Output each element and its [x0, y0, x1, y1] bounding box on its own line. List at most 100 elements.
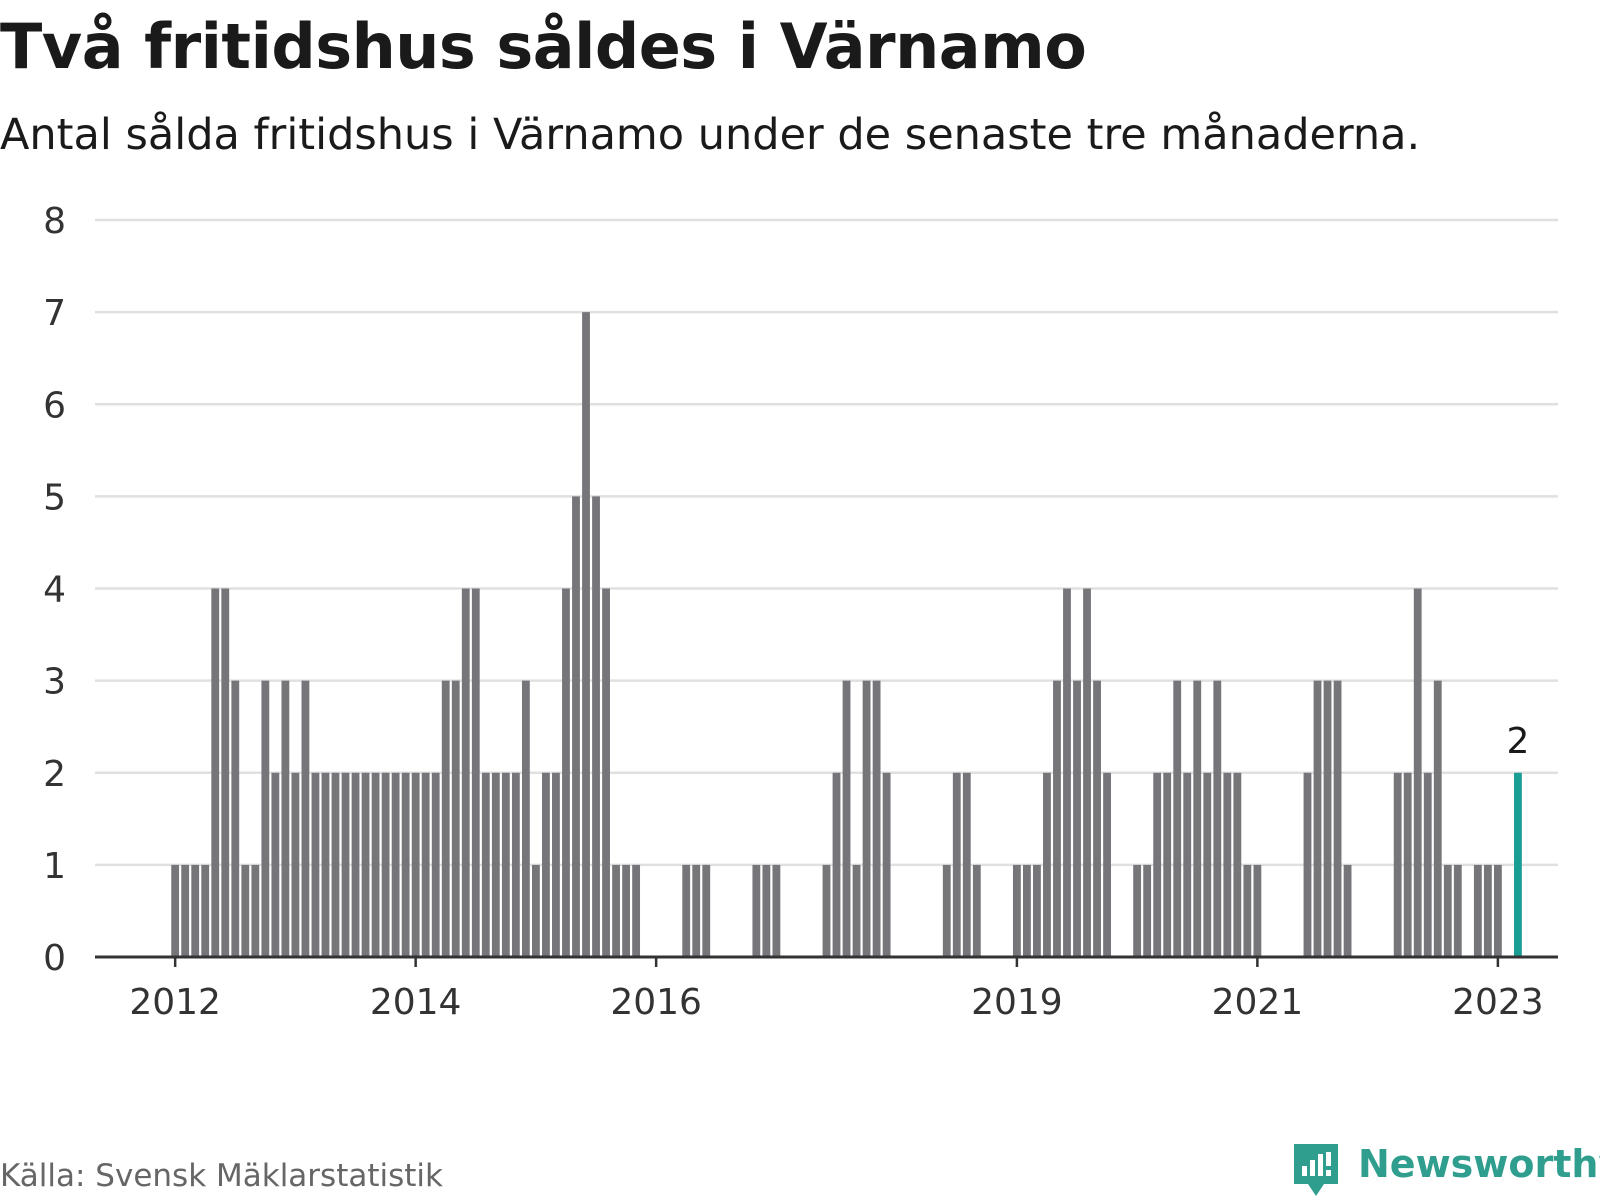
- y-tick-label: 3: [43, 662, 66, 703]
- bar: [612, 864, 620, 958]
- bar: [592, 496, 600, 958]
- bar: [1403, 772, 1412, 957]
- x-tick-label: 2021: [1212, 982, 1304, 1023]
- bar: [1313, 680, 1322, 958]
- x-axis-ticks: 2012 2014 2016 2019 2021 2023: [129, 957, 1544, 1023]
- bar: [481, 772, 490, 957]
- bar: [411, 772, 420, 957]
- bar: [291, 772, 300, 957]
- bar: [562, 588, 570, 957]
- bar: [1043, 772, 1051, 957]
- chart-subtitle: Antal sålda fritidshus i Värnamo under d…: [0, 110, 1421, 160]
- bar: [822, 864, 831, 958]
- newsworthy-logo-icon: [1294, 1144, 1338, 1196]
- bar: [1453, 864, 1462, 958]
- bar: [882, 772, 891, 957]
- bar: [381, 772, 390, 957]
- bar: [1133, 864, 1142, 958]
- bar-chart: 0 1 2 3 4 5 6 7 8 2012 2014 2016 2019 2021 2023 2: [43, 201, 1558, 1023]
- bar: [431, 772, 440, 957]
- bar: [321, 772, 330, 957]
- bar: [1433, 680, 1442, 958]
- bar: [1083, 588, 1091, 957]
- bar: [1223, 772, 1232, 957]
- bar: [1213, 680, 1222, 958]
- bar: [1393, 772, 1402, 957]
- bar: [361, 772, 370, 957]
- bar: [1073, 680, 1081, 958]
- bar: [1473, 864, 1482, 958]
- bar: [972, 864, 981, 958]
- x-tick-label: 2019: [971, 982, 1063, 1023]
- bar: [842, 680, 851, 958]
- bar: [1012, 864, 1021, 958]
- highlight-bar: [1514, 772, 1522, 957]
- bar: [1203, 772, 1212, 957]
- bar: [572, 496, 580, 958]
- bar: [1093, 680, 1101, 958]
- y-tick-label: 6: [43, 385, 66, 426]
- y-tick-label: 8: [43, 201, 66, 242]
- bar: [1243, 864, 1252, 958]
- x-tick-label: 2023: [1452, 982, 1544, 1023]
- bar: [582, 312, 590, 958]
- bar: [1063, 588, 1071, 957]
- bar: [682, 864, 691, 958]
- bar: [311, 772, 320, 957]
- bar: [251, 864, 260, 958]
- bar: [181, 864, 190, 958]
- x-tick-label: 2016: [610, 982, 702, 1023]
- y-tick-label: 7: [43, 293, 66, 334]
- bar: [1163, 772, 1172, 957]
- highlight-value-label: 2: [1506, 721, 1529, 762]
- bar: [1253, 864, 1262, 958]
- bar: [602, 588, 610, 957]
- bar: [832, 772, 841, 957]
- annotations: 2: [1506, 721, 1529, 762]
- bar: [231, 680, 240, 958]
- bar: [171, 864, 180, 958]
- bar: [1053, 680, 1061, 958]
- bar: [1103, 772, 1111, 957]
- bar: [501, 772, 510, 957]
- bar: [1343, 864, 1352, 958]
- bar: [1173, 680, 1182, 958]
- y-tick-label: 4: [43, 570, 66, 611]
- bar: [862, 680, 871, 958]
- bars: [171, 312, 1522, 958]
- bar: [942, 864, 951, 958]
- bar: [702, 864, 711, 958]
- bar: [872, 680, 881, 958]
- bar: [371, 772, 380, 957]
- y-tick-label: 2: [43, 754, 66, 795]
- y-axis-ticks: 0 1 2 3 4 5 6 7 8: [43, 201, 66, 979]
- bar: [622, 864, 630, 958]
- bar: [301, 680, 310, 958]
- bar: [441, 680, 450, 958]
- bar: [852, 864, 861, 958]
- bar: [1413, 588, 1422, 957]
- bar: [531, 864, 540, 958]
- bar: [351, 772, 360, 957]
- bar: [1443, 864, 1452, 958]
- y-tick-label: 0: [43, 938, 66, 979]
- bar: [1323, 680, 1332, 958]
- bar: [1423, 772, 1432, 957]
- bar: [281, 680, 290, 958]
- source-note: Källa: Svensk Mäklarstatistik: [0, 1158, 443, 1194]
- grid-lines: [95, 218, 1558, 867]
- bar: [471, 588, 480, 957]
- bar: [241, 864, 250, 958]
- bar: [341, 772, 350, 957]
- bar: [1233, 772, 1242, 957]
- bar: [521, 680, 530, 958]
- bar: [692, 864, 701, 958]
- bar: [421, 772, 430, 957]
- bar: [221, 588, 230, 957]
- bar: [511, 772, 520, 957]
- bar: [772, 864, 781, 958]
- x-tick-label: 2014: [370, 982, 462, 1023]
- x-tick-label: 2012: [129, 982, 221, 1023]
- bar: [542, 772, 550, 957]
- bar: [1023, 864, 1031, 958]
